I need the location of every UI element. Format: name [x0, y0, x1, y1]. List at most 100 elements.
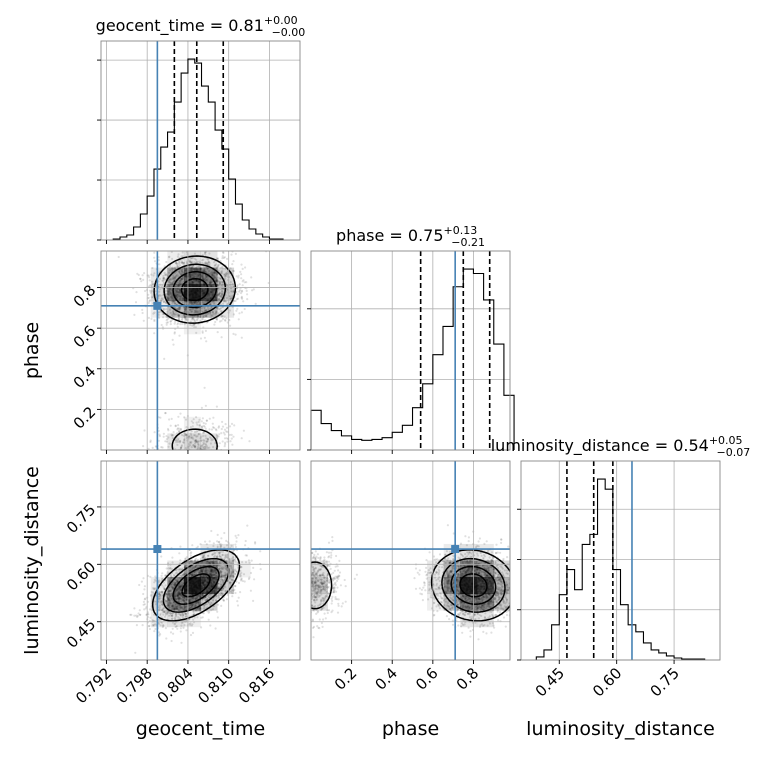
scatter-point — [232, 333, 234, 335]
scatter-point — [212, 452, 214, 454]
scatter-point — [172, 339, 174, 341]
scatter-point — [197, 452, 199, 454]
scatter-point — [217, 264, 219, 266]
scatter-point — [219, 442, 221, 444]
scatter-point — [142, 593, 144, 595]
scatter-point — [163, 358, 165, 360]
scatter-point — [244, 544, 246, 546]
scatter-point — [247, 458, 249, 460]
scatter-point — [218, 541, 220, 543]
scatter-point — [225, 430, 227, 432]
scatter-point — [250, 590, 252, 592]
scatter-point — [234, 592, 236, 594]
scatter-point — [179, 323, 181, 325]
scatter-point — [133, 607, 135, 609]
scatter-point — [231, 595, 233, 597]
scatter-point — [153, 252, 155, 254]
scatter-point — [205, 330, 207, 332]
scatter-point — [203, 422, 205, 424]
scatter-point — [205, 405, 207, 407]
scatter-point — [203, 457, 205, 459]
scatter-point — [198, 249, 200, 251]
scatter-point — [153, 319, 155, 321]
scatter-point — [165, 435, 167, 437]
scatter-point — [220, 537, 222, 539]
scatter-point — [260, 568, 262, 570]
scatter-point — [205, 457, 207, 459]
scatter-point — [173, 431, 175, 433]
density-cell — [184, 417, 201, 434]
scatter-point — [182, 457, 184, 459]
scatter-point — [158, 631, 160, 633]
scatter-point — [139, 278, 141, 280]
scatter-point — [221, 257, 223, 259]
scatter-point — [202, 417, 204, 419]
scatter-point — [239, 271, 241, 273]
scatter-point — [201, 452, 203, 454]
scatter-point — [220, 605, 222, 607]
scatter-point — [201, 420, 203, 422]
scatter-point — [238, 582, 240, 584]
scatter-point — [224, 256, 226, 258]
density-cell — [217, 268, 234, 285]
scatter-point — [222, 426, 224, 428]
scatter-point — [140, 280, 142, 282]
scatter-point — [245, 554, 247, 556]
scatter-point — [149, 279, 151, 281]
scatter-point — [192, 632, 194, 634]
scatter-point — [218, 457, 220, 459]
scatter-point — [174, 323, 176, 325]
scatter-point — [193, 453, 195, 455]
scatter-point — [163, 436, 165, 438]
scatter-point — [162, 459, 164, 461]
scatter-point — [238, 291, 240, 293]
scatter-point — [142, 624, 144, 626]
scatter-point — [194, 457, 196, 459]
scatter-point — [229, 325, 231, 327]
scatter-point — [217, 534, 219, 536]
scatter-point — [232, 436, 234, 438]
scatter-point — [244, 580, 246, 582]
scatter-point — [138, 584, 140, 586]
scatter-point — [201, 454, 203, 456]
scatter-point — [142, 577, 144, 579]
scatter-point — [174, 332, 176, 334]
scatter-point — [168, 418, 170, 420]
scatter-point — [173, 450, 175, 452]
scatter-point — [222, 251, 224, 253]
scatter-point — [188, 452, 190, 454]
scatter-point — [217, 452, 219, 454]
scatter-point — [163, 451, 165, 453]
scatter-point — [240, 277, 242, 279]
marginal-title-value: 0.75 — [408, 226, 444, 245]
scatter-point — [255, 303, 257, 305]
scatter-point — [232, 260, 234, 262]
scatter-point — [192, 451, 194, 453]
scatter-point — [199, 452, 201, 454]
scatter-point — [221, 428, 223, 430]
scatter-point — [236, 298, 238, 300]
scatter-point — [136, 624, 138, 626]
scatter-point — [167, 321, 169, 323]
marginal-title-name: geocent_time — [96, 16, 205, 36]
scatter-point — [170, 425, 172, 427]
scatter-point — [223, 532, 225, 534]
scatter-point — [204, 337, 206, 339]
scatter-point — [144, 290, 146, 292]
scatter-point — [235, 546, 237, 548]
scatter-point — [167, 428, 169, 430]
scatter-point — [246, 290, 248, 292]
scatter-point — [235, 310, 237, 312]
scatter-point — [201, 407, 203, 409]
marginal-title: geocent_time = 0.81+0.00−0.00 — [96, 14, 306, 39]
scatter-point — [170, 323, 172, 325]
scatter-point — [231, 444, 233, 446]
scatter-point — [180, 455, 182, 457]
scatter-point — [236, 600, 238, 602]
scatter-point — [158, 634, 160, 636]
marginal-title: phase = 0.75+0.13−0.21 — [336, 224, 485, 249]
scatter-point — [171, 557, 173, 559]
scatter-point — [170, 631, 172, 633]
scatter-point — [136, 273, 138, 275]
